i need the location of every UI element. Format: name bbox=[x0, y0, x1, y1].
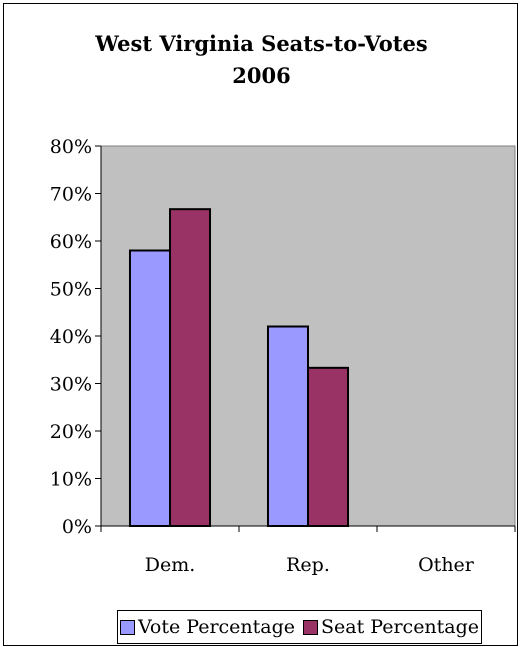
y-tick-label: 60% bbox=[50, 231, 92, 253]
legend-swatch-vote bbox=[119, 619, 135, 635]
y-tick-label: 30% bbox=[50, 374, 92, 396]
x-axis: Dem. Rep. Other bbox=[100, 525, 516, 576]
bar-seat-0 bbox=[169, 208, 212, 528]
legend-label-seat: Seat Percentage bbox=[321, 616, 480, 638]
y-tick-label: 80% bbox=[50, 136, 92, 158]
y-axis: 0% 10% 20% 30% 40% 50% 60% 70% 80% bbox=[50, 136, 102, 538]
chart-title-line-2: 2006 bbox=[232, 63, 291, 88]
chart-title: West Virginia Seats-to-Votes 2006 bbox=[0, 28, 523, 92]
bar-vote-1 bbox=[266, 325, 310, 527]
legend: Vote Percentage Seat Percentage bbox=[117, 610, 482, 644]
y-tick-label: 70% bbox=[50, 184, 92, 206]
bars bbox=[128, 208, 350, 528]
y-tick-label: 0% bbox=[62, 516, 92, 538]
legend-swatch-seat bbox=[303, 619, 319, 635]
y-tick-label: 20% bbox=[50, 421, 92, 443]
legend-item-seat: Seat Percentage bbox=[303, 616, 479, 638]
y-tick-label: 40% bbox=[50, 326, 92, 348]
y-tick-label: 50% bbox=[50, 279, 92, 301]
x-category-label: Other bbox=[418, 554, 475, 576]
x-category-label: Dem. bbox=[145, 554, 196, 576]
chart-title-line-1: West Virginia Seats-to-Votes bbox=[95, 31, 428, 56]
bar-seat-1 bbox=[307, 366, 350, 528]
legend-item-vote: Vote Percentage bbox=[119, 616, 296, 638]
x-category-label: Rep. bbox=[286, 554, 330, 576]
y-tick-label: 10% bbox=[50, 469, 92, 491]
legend-label-vote: Vote Percentage bbox=[137, 616, 296, 638]
bar-vote-0 bbox=[128, 249, 171, 527]
